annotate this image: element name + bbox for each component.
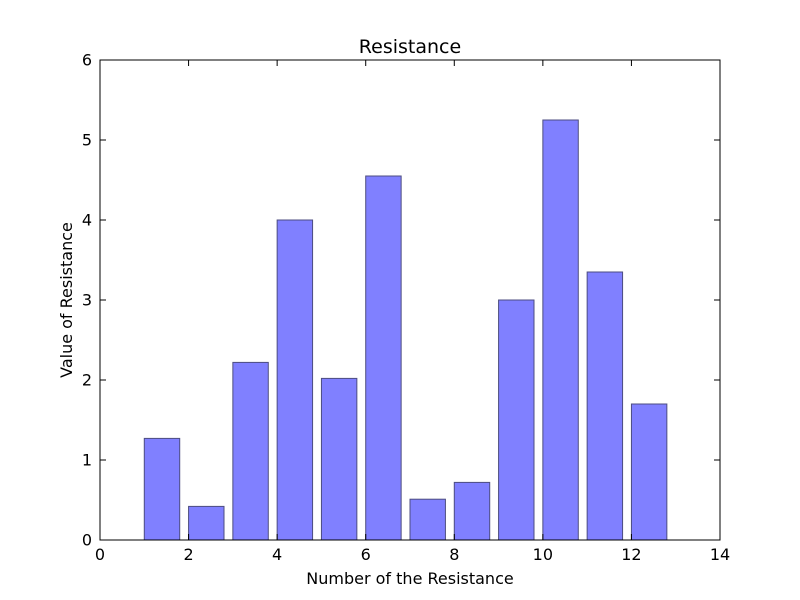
x-tick-label-4: 4 <box>272 545 282 564</box>
bar-9 <box>498 299 535 541</box>
x-tick-label-6: 6 <box>361 545 371 564</box>
y-tick-label-0: 0 <box>82 531 92 550</box>
bar-12 <box>630 403 668 541</box>
y-tick-label-6: 6 <box>82 51 92 70</box>
y-tick-label-2: 2 <box>82 371 92 390</box>
y-tick-label-1: 1 <box>82 451 92 470</box>
bar-4 <box>276 219 314 541</box>
x-tick-label-10: 10 <box>533 545 553 564</box>
bar-7 <box>409 498 446 541</box>
y-axis-label: Value of Resistance <box>57 222 76 378</box>
bar-6 <box>365 175 402 541</box>
bar-3 <box>232 361 269 541</box>
plot-frame <box>99 59 721 541</box>
x-tick-label-14: 14 <box>710 545 730 564</box>
bars-group <box>143 119 668 541</box>
y-tick-label-5: 5 <box>82 131 92 150</box>
x-tick-label-12: 12 <box>621 545 641 564</box>
chart-title: Resistance <box>359 36 461 58</box>
bar-2 <box>188 505 225 541</box>
bar-1 <box>143 437 181 541</box>
bar-11 <box>586 271 624 541</box>
bar-10 <box>542 119 579 541</box>
x-tick-label-8: 8 <box>449 545 459 564</box>
x-axis-label: Number of the Resistance <box>306 569 513 588</box>
y-tick-label-3: 3 <box>82 291 92 310</box>
bar-5 <box>320 377 358 541</box>
x-tick-label-2: 2 <box>183 545 193 564</box>
bar-8 <box>453 481 491 541</box>
y-tick-label-4: 4 <box>82 211 92 230</box>
x-tick-label-0: 0 <box>95 545 105 564</box>
